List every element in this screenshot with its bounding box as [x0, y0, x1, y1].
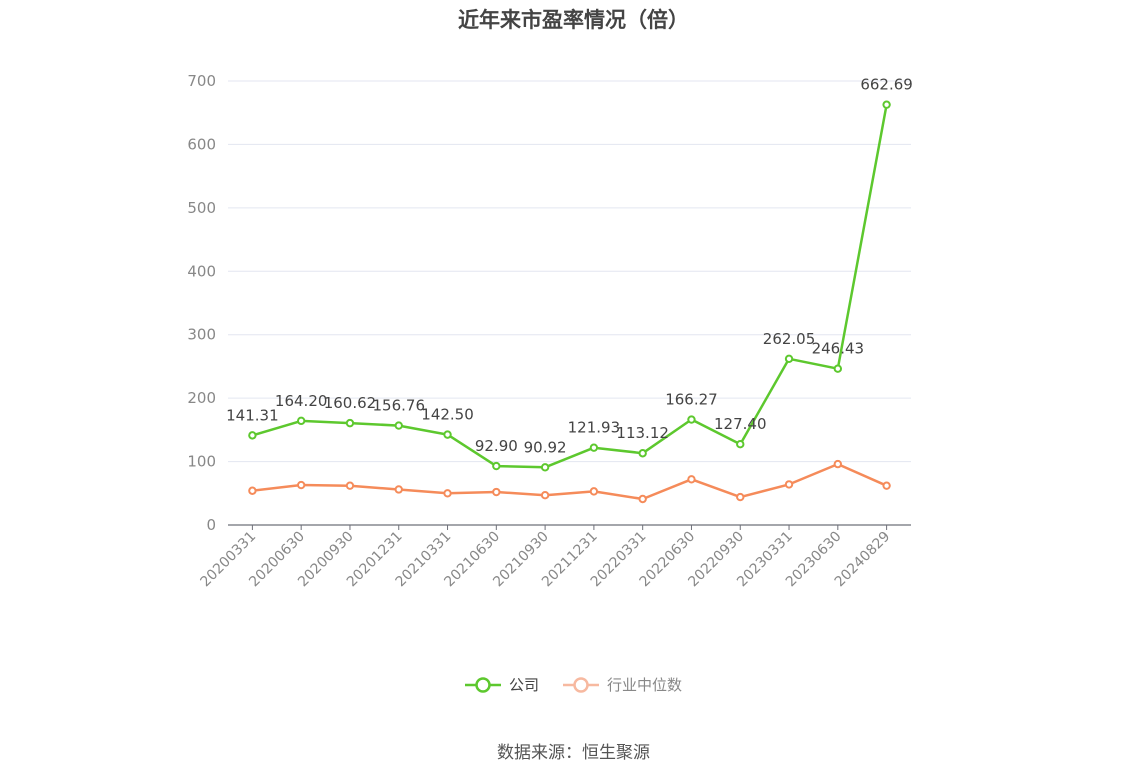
data-point-1[interactable] — [492, 487, 501, 497]
data-point-0[interactable] — [296, 416, 306, 426]
data-point-0[interactable] — [248, 431, 257, 440]
series-layer — [248, 100, 891, 504]
data-point-1[interactable] — [296, 480, 306, 490]
data-point-1[interactable] — [833, 459, 843, 469]
data-label: 166.27 — [665, 391, 718, 409]
chart-title: 近年来市盈率情况（倍） — [458, 8, 689, 32]
data-point-0[interactable] — [443, 430, 452, 439]
legend-label-industry-median: 行业中位数 — [607, 676, 683, 694]
legend-industry-marker-icon — [563, 676, 599, 693]
grid-layer — [228, 80, 911, 463]
source-note: 数据来源：恒生聚源 — [497, 743, 650, 763]
data-point-1[interactable] — [394, 485, 403, 494]
legend: 公司 行业中位数 — [0, 674, 1147, 695]
y-tick-label: 0 — [206, 516, 216, 534]
data-point-0[interactable] — [784, 354, 794, 363]
data-label: 90.92 — [524, 438, 567, 456]
data-point-1[interactable] — [248, 486, 257, 495]
data-label: 662.69 — [860, 76, 913, 94]
data-point-1[interactable] — [687, 475, 696, 484]
legend-company-marker-icon — [464, 676, 501, 693]
legend-label-company: 公司 — [508, 676, 539, 694]
data-point-0[interactable] — [833, 364, 843, 373]
data-label: 246.43 — [812, 340, 865, 358]
data-point-1[interactable] — [882, 481, 891, 490]
data-point-0[interactable] — [492, 461, 501, 471]
data-point-1[interactable] — [784, 480, 794, 489]
y-tick-label: 700 — [187, 72, 216, 90]
y-tick-label: 500 — [187, 199, 216, 217]
data-label: 113.12 — [616, 424, 669, 442]
data-point-1[interactable] — [540, 490, 550, 500]
y-tick-label: 300 — [187, 326, 216, 344]
data-label: 121.93 — [568, 419, 621, 437]
data-point-0[interactable] — [394, 421, 403, 430]
data-point-1[interactable] — [638, 494, 647, 504]
data-label: 156.76 — [373, 397, 426, 415]
data-point-0[interactable] — [589, 443, 599, 452]
data-label: 262.05 — [763, 330, 816, 348]
data-point-1[interactable] — [736, 492, 745, 502]
data-point-0[interactable] — [687, 415, 696, 424]
legend-item-industry-median[interactable]: 行业中位数 — [563, 674, 682, 695]
data-point-0[interactable] — [638, 449, 647, 458]
legend-item-company[interactable]: 公司 — [464, 674, 539, 695]
data-point-0[interactable] — [345, 418, 355, 428]
data-point-0[interactable] — [540, 463, 550, 472]
y-tick-label: 100 — [187, 453, 216, 471]
y-tick-label: 400 — [187, 262, 216, 280]
data-point-1[interactable] — [589, 487, 599, 496]
data-label: 141.31 — [226, 406, 279, 424]
y-tick-label: 600 — [187, 135, 216, 153]
data-point-0[interactable] — [882, 100, 891, 109]
data-label: 92.90 — [475, 437, 518, 455]
data-point-1[interactable] — [443, 489, 452, 498]
data-label: 127.40 — [714, 415, 767, 433]
y-tick-label: 200 — [187, 389, 216, 407]
series-line-1 — [252, 462, 888, 501]
data-label: 142.50 — [421, 406, 474, 424]
data-label: 160.62 — [324, 394, 377, 412]
data-point-1[interactable] — [345, 481, 355, 490]
series-line-0 — [252, 104, 888, 469]
data-label: 164.20 — [275, 392, 328, 410]
data-point-0[interactable] — [736, 439, 745, 449]
